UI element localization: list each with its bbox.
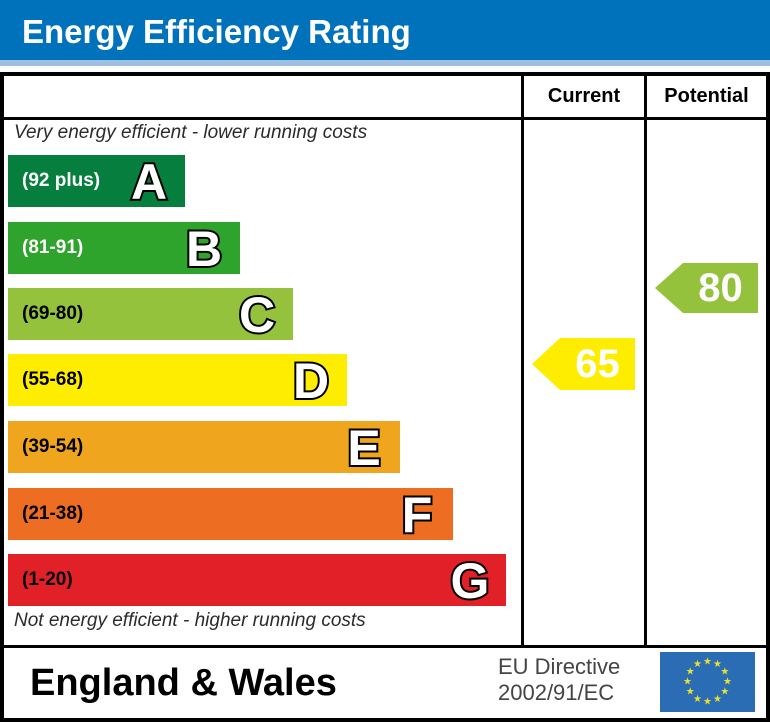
band-range-label: (69-80) — [22, 303, 84, 324]
svg-text:★: ★ — [713, 694, 722, 705]
svg-text:★: ★ — [683, 677, 692, 688]
svg-text:D: D — [293, 354, 329, 406]
band-row-f: (21-38) F — [8, 488, 453, 540]
caption-not-efficient: Not energy efficient - higher running co… — [14, 610, 366, 631]
column-header-current: Current — [547, 85, 621, 107]
svg-text:★: ★ — [693, 659, 702, 670]
svg-text:A: A — [131, 155, 167, 207]
footer: England & Wales EU Directive 2002/91/EC … — [4, 648, 766, 718]
svg-text:G: G — [451, 554, 490, 606]
svg-text:★: ★ — [686, 667, 695, 678]
band-letter-b: B — [184, 222, 224, 274]
svg-text:★: ★ — [723, 677, 732, 688]
eu-directive-line1: EU Directive — [498, 654, 621, 679]
title-bar: Energy Efficiency Rating — [0, 0, 770, 66]
column-divider-left — [521, 76, 524, 648]
band-range-label: (92 plus) — [22, 170, 101, 191]
band-row-e: (39-54) E — [8, 421, 400, 473]
potential-rating-value: 80 — [698, 265, 743, 310]
band-range-label: (21-38) — [22, 503, 84, 524]
region-label: England & Wales — [30, 661, 337, 704]
svg-text:F: F — [402, 488, 433, 540]
eu-flag-icon: ★ ★ ★ ★ ★ ★ ★ ★ ★ ★ ★ ★ — [660, 652, 755, 712]
footer-row-divider — [4, 645, 766, 648]
band-row-g: (1-20) G — [8, 554, 506, 606]
potential-rating-arrow: 80 — [655, 263, 758, 313]
svg-text:★: ★ — [693, 694, 702, 705]
band-letter-a: A — [129, 155, 169, 207]
title-bar-accent — [0, 60, 770, 66]
eu-directive-line2: 2002/91/EC — [498, 680, 615, 705]
svg-text:★: ★ — [703, 657, 712, 668]
band-letter-e: E — [345, 421, 382, 473]
band-letter-c: C — [237, 288, 277, 340]
column-header-potential: Potential — [664, 85, 749, 107]
current-rating-value: 65 — [575, 341, 620, 386]
left-arrow-shape — [532, 338, 635, 390]
band-letter-g: G — [449, 554, 492, 606]
rating-table: Current Potential Very energy efficient … — [0, 72, 770, 722]
band-range-label: (81-91) — [22, 237, 84, 258]
current-rating-arrow: 65 — [532, 338, 635, 390]
svg-text:E: E — [347, 421, 380, 473]
band-row-b: (81-91) B — [8, 222, 240, 274]
band-row-a: (92 plus) A — [8, 155, 185, 207]
header-row-divider — [4, 117, 766, 120]
svg-text:C: C — [239, 288, 275, 340]
band-letter-f: F — [400, 488, 435, 540]
svg-text:★: ★ — [703, 697, 712, 708]
svg-text:★: ★ — [720, 687, 729, 698]
eu-directive-label: EU Directive 2002/91/EC — [498, 654, 620, 706]
left-arrow-shape — [655, 263, 758, 313]
svg-text:★: ★ — [713, 659, 722, 670]
band-range-label: (55-68) — [22, 369, 84, 390]
band-letter-d: D — [291, 354, 331, 406]
caption-very-efficient: Very energy efficient - lower running co… — [14, 122, 368, 143]
page-title: Energy Efficiency Rating — [22, 13, 411, 50]
band-row-d: (55-68) D — [8, 354, 347, 406]
svg-text:★: ★ — [720, 667, 729, 678]
band-range-label: (39-54) — [22, 436, 84, 457]
band-row-c: (69-80) C — [8, 288, 293, 340]
column-divider-right — [644, 76, 647, 648]
svg-text:★: ★ — [686, 687, 695, 698]
band-range-label: (1-20) — [22, 569, 73, 590]
svg-text:B: B — [186, 222, 222, 274]
